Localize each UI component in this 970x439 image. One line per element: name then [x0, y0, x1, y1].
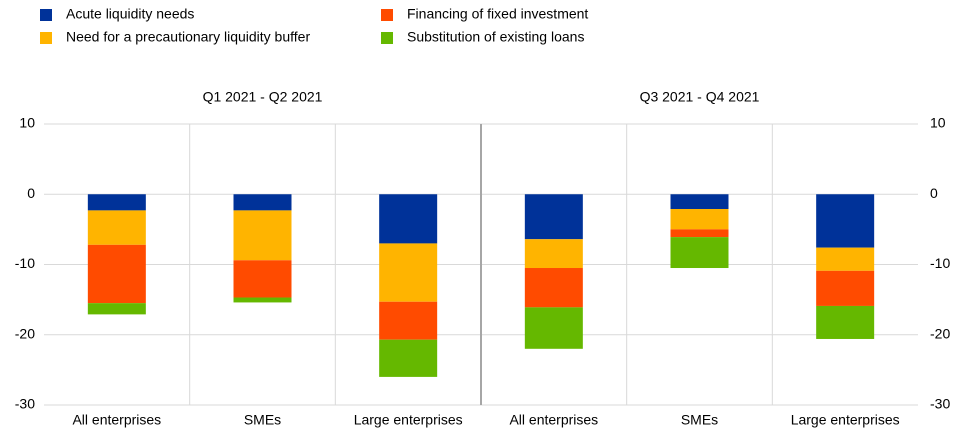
- y-tick-label: -10: [15, 255, 35, 271]
- bar-segment: [87, 244, 146, 304]
- bar-segment: [524, 268, 583, 308]
- y2-tick-label: 10: [930, 115, 946, 131]
- bar-segment: [816, 305, 875, 339]
- legend-swatch: [40, 32, 52, 44]
- y-tick-label: -20: [15, 325, 35, 341]
- bar-segment: [670, 229, 729, 238]
- x-tick-label: SMEs: [681, 412, 718, 428]
- bar-segment: [379, 301, 438, 340]
- x-tick-label: Large enterprises: [354, 412, 463, 428]
- y2-tick-label: -10: [930, 255, 950, 271]
- bar-segment: [816, 247, 875, 271]
- y2-tick-label: -30: [930, 396, 950, 412]
- y-tick-label: 10: [19, 115, 35, 131]
- bar-segment: [670, 194, 729, 210]
- y-tick-label: -30: [15, 396, 35, 412]
- legend-label: Acute liquidity needs: [66, 6, 194, 22]
- legend-label: Financing of fixed investment: [407, 6, 588, 22]
- bar-segment: [233, 297, 292, 303]
- legend-label: Substitution of existing loans: [407, 29, 584, 45]
- panel-title: Q1 2021 - Q2 2021: [203, 89, 323, 105]
- bar-segment: [816, 194, 875, 248]
- y2-tick-label: -20: [930, 325, 950, 341]
- bar-segment: [524, 307, 583, 349]
- bar-segment: [233, 260, 292, 298]
- legend-swatch: [381, 9, 393, 21]
- bar-segment: [524, 194, 583, 240]
- x-tick-label: SMEs: [244, 412, 281, 428]
- bar-segment: [379, 339, 438, 377]
- bar-segment: [670, 209, 729, 230]
- bar-segment: [87, 303, 146, 315]
- bar-segment: [379, 243, 438, 302]
- legend-label: Need for a precautionary liquidity buffe…: [66, 29, 310, 45]
- x-tick-label: All enterprises: [509, 412, 598, 428]
- bar-segment: [379, 194, 438, 244]
- bar-segment: [87, 194, 146, 211]
- legend-swatch: [40, 9, 52, 21]
- bar-segment: [524, 239, 583, 269]
- y-tick-label: 0: [27, 185, 35, 201]
- x-tick-label: Large enterprises: [791, 412, 900, 428]
- bar-segment: [233, 194, 292, 211]
- bar-segment: [87, 210, 146, 245]
- x-tick-label: All enterprises: [72, 412, 161, 428]
- bar-segment: [233, 210, 292, 261]
- legend-swatch: [381, 32, 393, 44]
- panel-title: Q3 2021 - Q4 2021: [640, 89, 760, 105]
- y2-tick-label: 0: [930, 185, 938, 201]
- bar-segment: [816, 270, 875, 306]
- bar-segment: [670, 237, 729, 269]
